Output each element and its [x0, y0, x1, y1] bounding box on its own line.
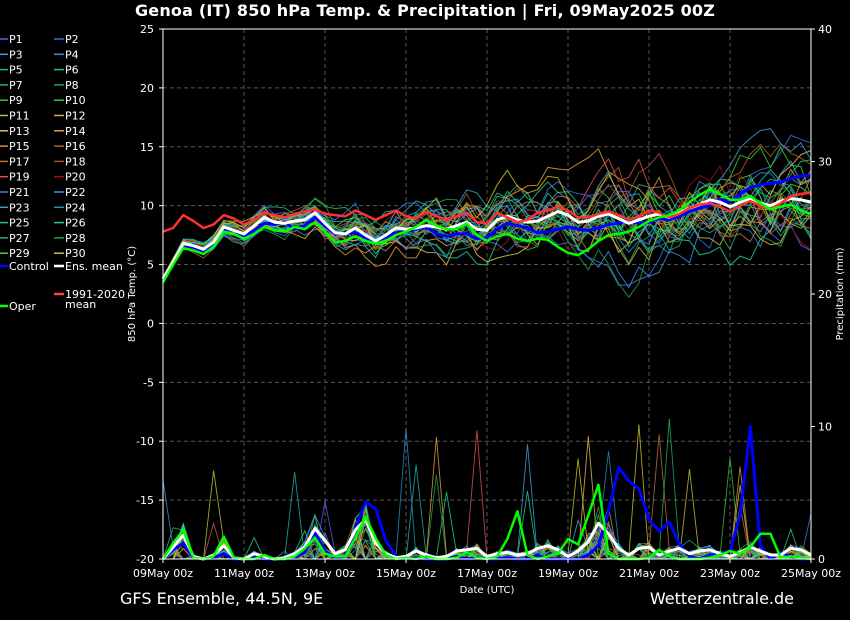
y-tick-label-left: 10	[140, 200, 154, 213]
climatology-temperature-line	[162, 191, 812, 233]
legend-label: P17	[9, 155, 30, 168]
legend-label: P4	[65, 48, 79, 61]
x-tick-label: 21May 00z	[619, 567, 679, 580]
legend-label: P1	[9, 33, 23, 46]
legend-label: P21	[9, 186, 30, 199]
x-tick-label: 17May 00z	[457, 567, 517, 580]
legend-label: P16	[65, 140, 86, 153]
legend-label: Control	[9, 260, 49, 273]
legend-label: P12	[65, 110, 86, 123]
y-tick-label-left: -10	[136, 435, 154, 448]
model-info: GFS Ensemble, 44.5N, 9E	[120, 589, 324, 608]
legend-label: P29	[9, 247, 30, 260]
x-axis-label: Date (UTC)	[460, 585, 515, 596]
legend-label: Oper	[9, 300, 36, 313]
legend-label: P23	[9, 201, 30, 214]
y-tick-label-left: 25	[140, 23, 154, 36]
axes: 25 20 15 10 5 0 -5 -10 -15 -20 40 30 20 10 0 09May 00z 1…	[127, 23, 846, 596]
legend-label: P22	[65, 186, 86, 199]
legend-label: P30	[65, 247, 86, 260]
legend-label: P3	[9, 48, 23, 61]
x-tick-label: 25May 00z	[781, 567, 841, 580]
legend-label: P15	[9, 140, 30, 153]
x-tick-label: 11May 00z	[214, 567, 274, 580]
legend: P1 P2 P3 P4 P5 P6 P7 P8 P9 P10 P11 P12 P13 P14 P15 P16 P…	[0, 33, 125, 313]
legend-label: P8	[65, 79, 79, 92]
legend-label: mean	[65, 298, 96, 311]
y-tick-label-right: 40	[818, 23, 832, 36]
legend-label: P27	[9, 232, 30, 245]
y-tick-label-right: 20	[818, 288, 832, 301]
legend-label: P5	[9, 64, 23, 77]
y-tick-label-left: 0	[147, 317, 154, 330]
legend-label: P9	[9, 94, 23, 107]
legend-label: P7	[9, 79, 23, 92]
legend-label: P20	[65, 171, 86, 184]
legend-label: P6	[65, 64, 79, 77]
x-tick-label: 23May 00z	[700, 567, 760, 580]
y-tick-label-left: -15	[136, 494, 154, 507]
legend-label: P26	[65, 217, 86, 230]
legend-label: P24	[65, 201, 86, 214]
y-tick-label-left: 15	[140, 141, 154, 154]
x-tick-label: 09May 00z	[133, 567, 193, 580]
legend-label: P14	[65, 125, 86, 138]
member-temp-line	[162, 165, 812, 279]
x-tick-label: 15May 00z	[376, 567, 436, 580]
legend-label: P19	[9, 171, 30, 184]
legend-label: P2	[65, 33, 79, 46]
y-axis-label-right: Precipitation (mm)	[835, 247, 846, 340]
control-temperature-line	[161, 173, 812, 280]
y-tick-label-left: -5	[143, 376, 154, 389]
legend-label: P28	[65, 232, 86, 245]
y-tick-label-right: 10	[818, 421, 832, 434]
legend-label: P18	[65, 155, 86, 168]
member-temp-line	[162, 197, 812, 278]
y-tick-label-left: -20	[136, 553, 154, 566]
legend-label: 1991-2020	[65, 288, 125, 301]
y-tick-label-left: 5	[147, 259, 154, 272]
y-tick-label-right: 30	[818, 156, 832, 169]
chart-title: Genoa (IT) 850 hPa Temp. & Precipitation…	[134, 1, 716, 20]
legend-label: P10	[65, 94, 86, 107]
y-axis-label-left: 850 hPa Temp. (°C)	[127, 246, 138, 342]
source-credit: Wetterzentrale.de	[649, 589, 794, 608]
x-tick-label: 13May 00z	[295, 567, 355, 580]
x-tick-label: 19May 00z	[538, 567, 598, 580]
y-tick-label-left: 20	[140, 82, 154, 95]
legend-label: P13	[9, 125, 30, 138]
member-precip-line	[163, 418, 812, 560]
legend-label: P11	[9, 110, 30, 123]
grid	[162, 28, 812, 560]
legend-label: Ens. mean	[65, 260, 123, 273]
legend-label: P25	[9, 217, 30, 230]
oper-temperature-line	[161, 187, 812, 283]
y-tick-label-right: 0	[818, 553, 825, 566]
